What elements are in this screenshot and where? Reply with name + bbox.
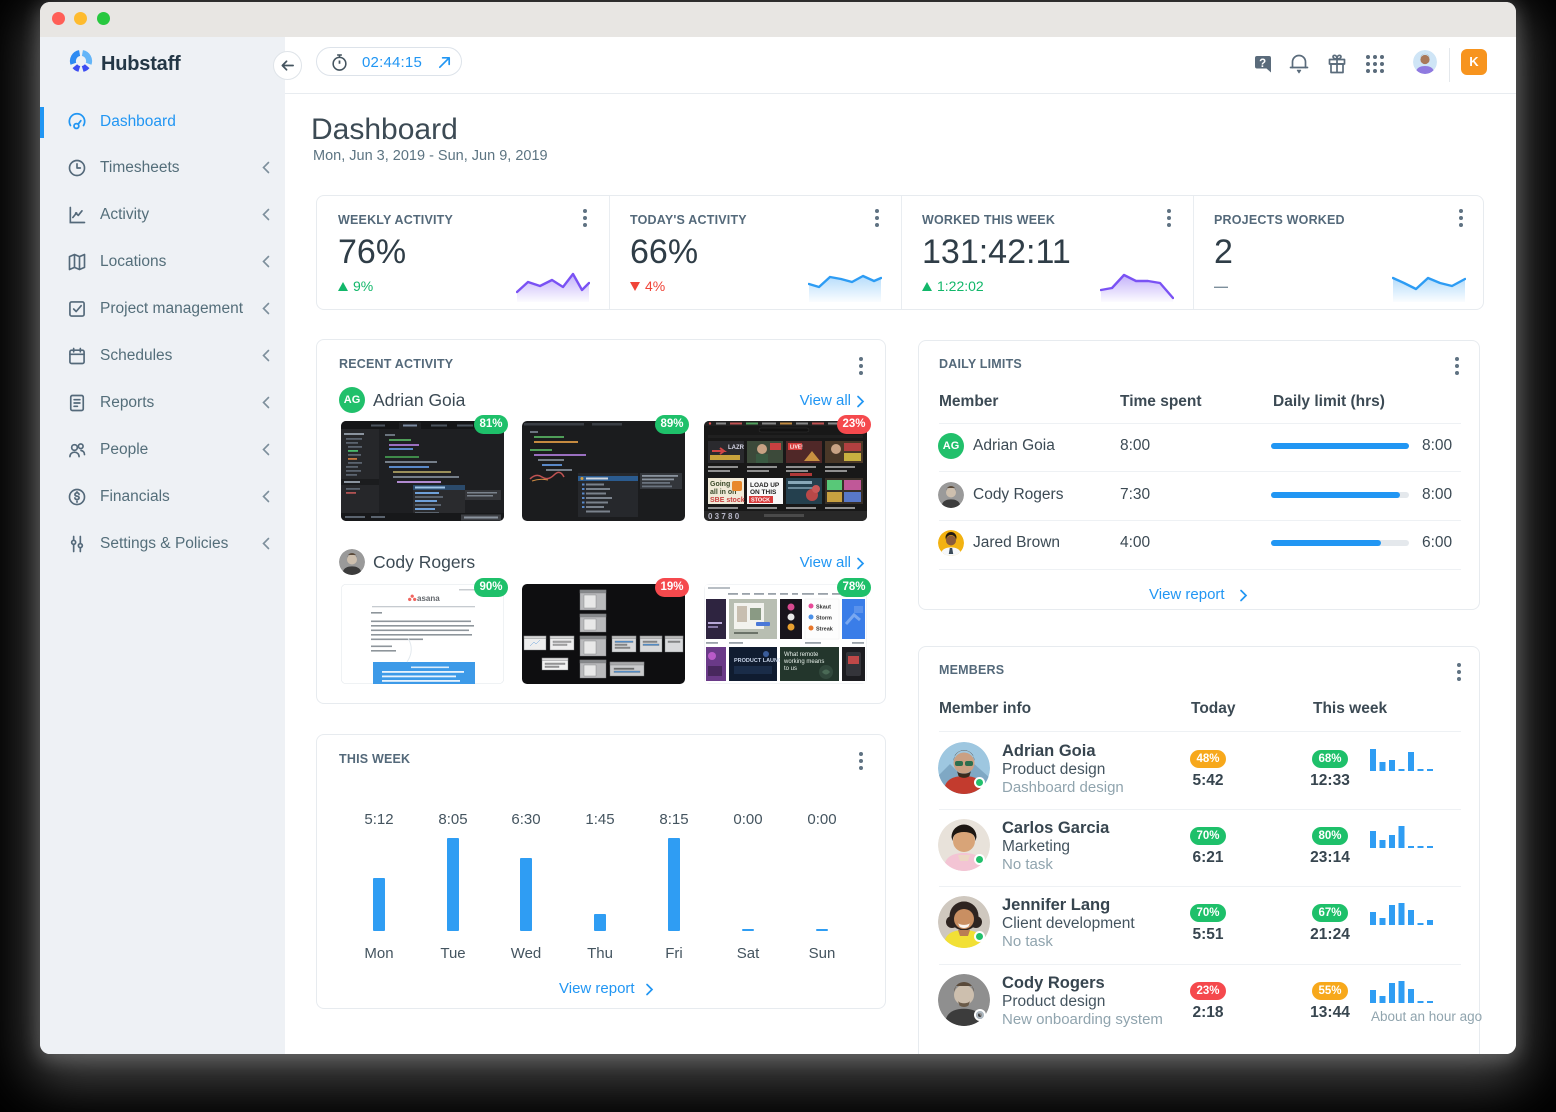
svg-text:LAZR: LAZR [728,445,745,451]
svg-text:LOAD UP: LOAD UP [750,482,780,489]
svg-text:LIVE!: LIVE! [790,445,803,451]
svg-text:asana: asana [417,594,440,603]
svg-text:PRODUCT LAUNCH: PRODUCT LAUNCH [734,658,786,664]
svg-text:to us: to us [784,666,797,672]
svg-text:Storm: Storm [816,616,832,622]
svg-text:Going: Going [710,481,730,488]
svg-text:all in on: all in on [710,489,736,496]
svg-text:working means: working means [783,659,824,665]
svg-text:What remote: What remote [784,652,819,658]
svg-text:?: ? [1259,58,1266,70]
svg-text:0 3 7 8 0: 0 3 7 8 0 [708,512,740,521]
svg-text:SBE stock: SBE stock [710,497,745,504]
svg-text:Skaut: Skaut [816,605,831,611]
svg-text:STOCK: STOCK [751,498,770,504]
svg-text:Streak: Streak [816,627,834,633]
svg-text:ON THIS: ON THIS [750,489,777,496]
